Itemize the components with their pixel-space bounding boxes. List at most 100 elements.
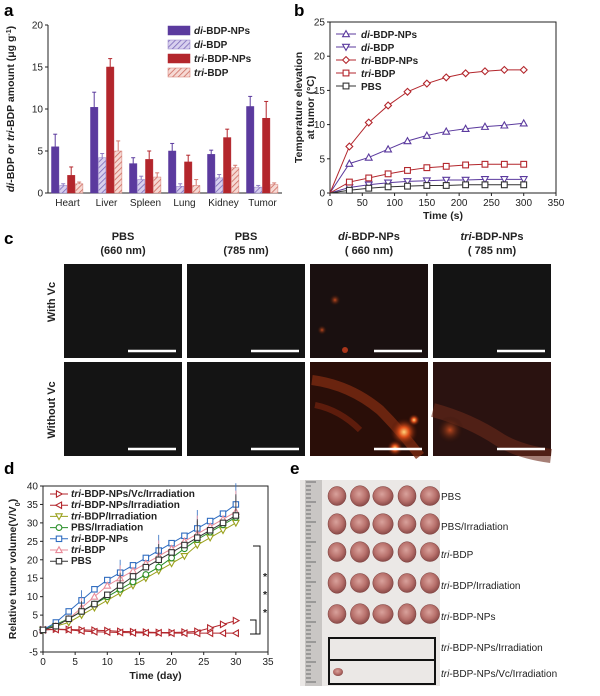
b-point-1-6: [441, 176, 451, 185]
photo-background: [300, 480, 440, 686]
d-line-4: [42, 504, 237, 631]
d-xtick-label-6: 30: [230, 657, 242, 668]
b-point-2-8: [480, 67, 490, 76]
panel-label-e: e: [290, 459, 299, 478]
d-point-6-4: [91, 600, 98, 608]
d-legend-marker-6: [55, 557, 63, 565]
e-label-4: tri-BDP-NPs: [441, 612, 495, 623]
a-bar-1-2: [106, 66, 115, 194]
b-legend-label-4: PBS: [361, 82, 382, 93]
d-ytick-label-0: -5: [29, 648, 38, 659]
tumor-0-4: [420, 486, 440, 506]
ruler: [305, 480, 322, 686]
d-point-6-0: [39, 626, 47, 634]
b-point-1-8: [480, 176, 490, 184]
d-legend-marker-4: [55, 535, 63, 543]
d-point-6-6: [116, 582, 124, 589]
tumor-2-4: [420, 542, 440, 562]
d-legend-marker-1: [54, 501, 63, 510]
d-xtick-label-7: 35: [262, 657, 274, 668]
b-point-0-8: [480, 122, 490, 130]
b-point-3-9: [500, 160, 508, 168]
d-significance-2: *: [263, 607, 268, 619]
a-legend-label-1: di-BDP: [194, 40, 228, 51]
e-label-1: PBS/Irradiation: [441, 522, 508, 533]
b-point-4-4: [404, 182, 411, 190]
a-xtick-label-0: Heart: [55, 198, 80, 209]
d-xtick-label-5: 25: [198, 657, 210, 668]
b-legend-marker-2: [341, 55, 351, 65]
d-legend-label-1: tri-BDP-NPs/Irradiation: [71, 500, 180, 511]
d-point-0-14: [219, 620, 228, 629]
d-point-6-8: [142, 563, 150, 571]
tumor-1-0: [327, 513, 347, 535]
row-label-without-vc: Without Vc: [46, 381, 58, 438]
b-point-2-6: [442, 73, 451, 82]
e-label-5: tri-BDP-NPs/Irradiation: [441, 643, 543, 654]
tumor-1-4: [420, 513, 440, 535]
b-legend-label-2: tri-BDP-NPs: [361, 56, 419, 67]
a-bar-4-3: [231, 167, 240, 194]
d-point-4-2: [65, 608, 72, 615]
panel-c-row-label-1: With Vc: [46, 282, 58, 322]
tumor-1-3: [397, 514, 417, 534]
d-legend-label-5: tri-BDP: [71, 545, 106, 556]
panel-c-column-headers: PBS (660 nm) PBS (785 nm) di-BDP-NPs ( 660 nm…: [100, 231, 523, 257]
a-ytick-label-2: 10: [32, 105, 44, 116]
b-point-0-9: [500, 120, 509, 129]
b-point-4-5: [423, 182, 431, 189]
chart-d-tumor-volume: 0 5 10 15 20 25 30 35-50510152025303540tri-BDP-…: [7, 482, 274, 683]
d-ytick-label-8: 35: [27, 500, 39, 511]
a-bar-3-0: [168, 150, 177, 194]
b-point-2-3: [383, 101, 393, 110]
a-bar-4-1: [215, 177, 224, 194]
b-point-4-6: [442, 182, 450, 189]
b-point-1-3: [383, 179, 393, 188]
d-point-1-2: [64, 625, 72, 635]
a-ytick-label-4: 20: [32, 21, 44, 32]
a-bar-3-2: [184, 161, 193, 194]
a-bar-1-3: [114, 150, 123, 194]
d-point-1-5: [102, 627, 111, 637]
tumor-2-0: [327, 542, 347, 562]
tumor-0-2: [372, 486, 394, 506]
a-xtick-label-2: Spleen: [130, 198, 161, 209]
a-bar-1-0: [90, 107, 99, 194]
b-ylabel-group: Temperature elevation at tumor (°C): [293, 52, 317, 163]
tumor-3-2: [372, 572, 394, 594]
d-point-1-8: [141, 628, 149, 637]
b-ytick-label-0: 0: [319, 189, 325, 200]
d-ytick-label-7: 30: [27, 518, 39, 529]
a-legend-swatch-3: [167, 67, 191, 78]
panel-c-fluorescence-images: PBS (660 nm) PBS (785 nm) di-BDP-NPs ( 660 nm…: [46, 231, 552, 463]
d-line-5: [42, 511, 237, 631]
d-point-1-9: [154, 628, 162, 637]
b-point-0-5: [422, 131, 432, 139]
a-legend-swatch-0: [167, 25, 191, 36]
b-point-2-4: [403, 87, 412, 96]
b-point-0-6: [441, 126, 451, 135]
b-ytick-label-4: 20: [314, 52, 326, 63]
d-point-4-4: [91, 586, 98, 593]
b-point-0-4: [403, 136, 412, 145]
tumor-1-2: [372, 513, 394, 535]
b-point-0-10: [519, 118, 529, 127]
d-legend-label-6: PBS: [71, 556, 92, 567]
chart-b-temperature: 0 50 100 150 200 250 300 350 0 5 10 15 20 25 di-BDP-NP…: [293, 18, 565, 223]
d-point-3-8: [142, 571, 150, 578]
d-significance-0: *: [263, 571, 268, 583]
a-bar-0-3: [75, 183, 84, 194]
b-xtick-label-1: 50: [357, 198, 369, 209]
d-point-3-9: [155, 563, 163, 571]
a-ylabel-group: di-BDP or tri-BDP amount (μg g-1): [5, 26, 17, 192]
d-ylabel-group: Relative tumor volume(V/V0): [7, 499, 22, 639]
a-xtick-label-1: Liver: [96, 198, 118, 209]
b-point-3-3: [384, 170, 392, 178]
d-point-1-15: [231, 629, 239, 638]
c-col-header-line2-2: ( 660 nm): [345, 245, 394, 257]
d-point-5-4: [90, 592, 99, 600]
b-ytick-label-3: 15: [314, 86, 326, 97]
a-legend-swatch-2: [167, 53, 191, 64]
tumor-4-1: [350, 603, 370, 625]
